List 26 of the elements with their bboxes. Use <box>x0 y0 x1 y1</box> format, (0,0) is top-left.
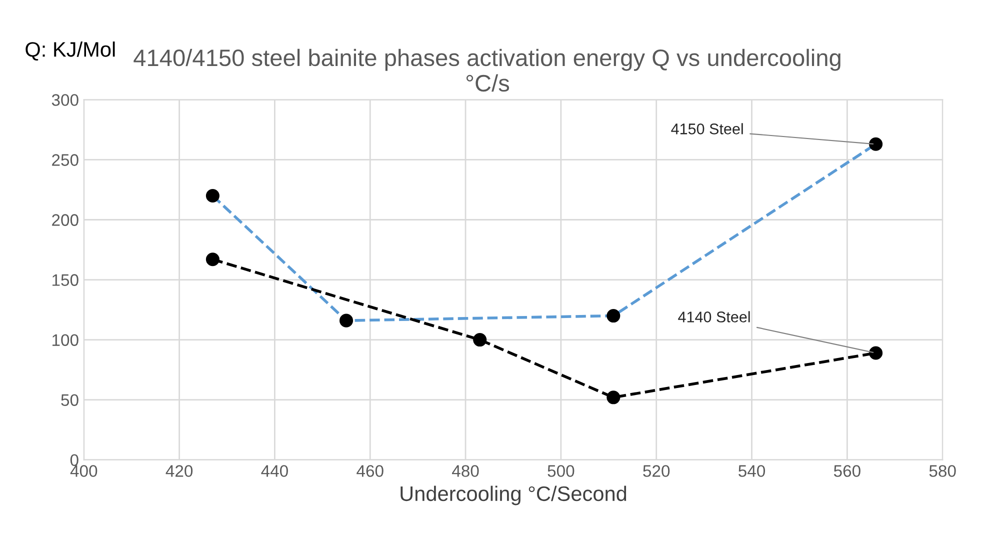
y-tick-label: 100 <box>52 334 78 346</box>
x-tick-label: 560 <box>834 465 860 477</box>
text: 4150 Steel <box>671 123 743 134</box>
x-tick-label: 460 <box>356 465 384 477</box>
point <box>869 346 883 360</box>
y-tick-label: 50 <box>61 394 78 406</box>
x-tick-label: 400 <box>70 465 98 477</box>
x-tick-label: 520 <box>643 465 670 477</box>
y-tick-label: 300 <box>52 94 78 106</box>
x-tick-label: 480 <box>452 465 479 477</box>
point <box>473 333 487 347</box>
x-tick-label: 540 <box>738 465 766 477</box>
point <box>206 252 220 266</box>
x-tick-label: 580 <box>929 465 956 477</box>
x-tick-label: 440 <box>261 465 288 477</box>
y-axis-title: Q: KJ/Mol <box>26 42 115 61</box>
x-tick-label: 420 <box>166 465 193 477</box>
x-axis-title: Undercooling °C/Second <box>400 486 626 506</box>
y-tick-label: 250 <box>52 154 78 166</box>
y-tick-label: 150 <box>52 274 78 286</box>
point <box>606 390 620 404</box>
text: 4140 Steel <box>678 311 750 322</box>
chart-title: 4140/4150 steel bainite phases activation energy Q vs undercooling °C/s <box>134 48 840 92</box>
x-tick-label: 500 <box>548 465 574 477</box>
y-tick-label: 0 <box>70 454 78 466</box>
y-tick-label: 200 <box>52 214 78 226</box>
